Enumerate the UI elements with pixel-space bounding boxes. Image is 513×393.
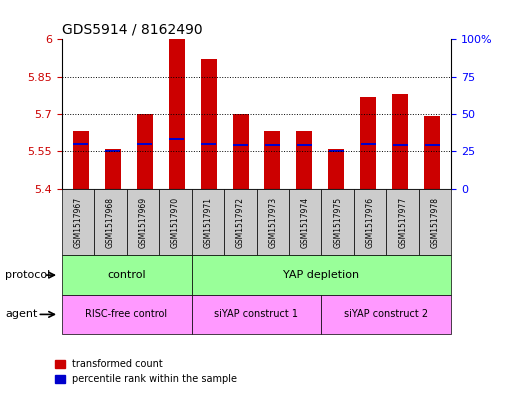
Text: agent: agent (5, 309, 37, 320)
Text: GSM1517976: GSM1517976 (366, 196, 374, 248)
Text: siYAP construct 2: siYAP construct 2 (344, 309, 428, 320)
Bar (424, 116, 440, 189)
Bar (73, 143, 88, 145)
Bar (328, 149, 344, 189)
Bar (425, 144, 440, 146)
Text: GSM1517968: GSM1517968 (106, 196, 115, 248)
Bar (201, 59, 216, 189)
Text: GSM1517972: GSM1517972 (236, 196, 245, 248)
Bar (265, 144, 280, 146)
Legend: transformed count, percentile rank within the sample: transformed count, percentile rank withi… (51, 356, 241, 388)
Bar (105, 149, 121, 189)
Bar (73, 131, 89, 189)
Bar (392, 94, 408, 189)
Bar (137, 143, 152, 145)
Text: protocol: protocol (5, 270, 50, 280)
Text: GSM1517970: GSM1517970 (171, 196, 180, 248)
Bar (297, 131, 312, 189)
Bar (360, 97, 377, 189)
Text: GSM1517967: GSM1517967 (73, 196, 82, 248)
Bar (232, 114, 248, 189)
Bar (105, 151, 120, 152)
Text: siYAP construct 1: siYAP construct 1 (214, 309, 299, 320)
Bar (169, 138, 184, 140)
Bar (361, 143, 376, 145)
Bar (265, 131, 281, 189)
Bar (136, 114, 153, 189)
Text: GSM1517973: GSM1517973 (268, 196, 277, 248)
Bar (169, 39, 185, 189)
Text: GSM1517969: GSM1517969 (139, 196, 147, 248)
Text: RISC-free control: RISC-free control (86, 309, 168, 320)
Bar (329, 151, 344, 152)
Bar (393, 144, 408, 146)
Text: GSM1517971: GSM1517971 (203, 196, 212, 248)
Text: GSM1517977: GSM1517977 (398, 196, 407, 248)
Bar (201, 143, 216, 145)
Text: YAP depletion: YAP depletion (283, 270, 360, 280)
Text: GSM1517974: GSM1517974 (301, 196, 310, 248)
Text: GSM1517975: GSM1517975 (333, 196, 342, 248)
Text: GSM1517978: GSM1517978 (431, 196, 440, 248)
Bar (297, 144, 312, 146)
Text: control: control (107, 270, 146, 280)
Bar (233, 144, 248, 146)
Text: GDS5914 / 8162490: GDS5914 / 8162490 (62, 23, 202, 37)
